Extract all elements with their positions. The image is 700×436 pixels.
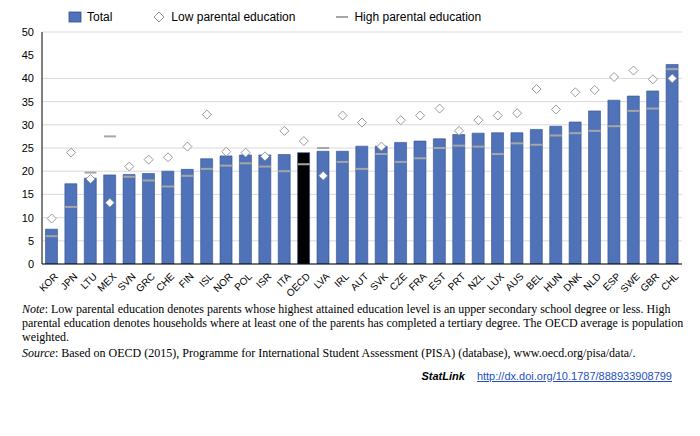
- svg-text:BEL: BEL: [524, 270, 545, 291]
- svg-text:KOR: KOR: [37, 271, 60, 294]
- svg-text:MEX: MEX: [95, 270, 118, 293]
- svg-text:30: 30: [22, 119, 34, 131]
- svg-text:POL: POL: [232, 270, 254, 292]
- svg-text:FRA: FRA: [407, 270, 429, 292]
- svg-text:0: 0: [28, 258, 34, 270]
- svg-text:LUX: LUX: [485, 270, 507, 292]
- svg-text:JPN: JPN: [58, 271, 79, 292]
- svg-text:LTU: LTU: [78, 271, 99, 292]
- svg-text:50: 50: [22, 26, 34, 38]
- html-text:http://dx.doi.org/10.1787/8889: http://dx.doi.org/10.1787/888933908799: [476, 370, 672, 382]
- svg-text:LVA: LVA: [312, 270, 332, 290]
- svg-text:35: 35: [22, 96, 34, 108]
- svg-text:ISL: ISL: [196, 270, 216, 290]
- svg-text:CHE: CHE: [154, 270, 177, 293]
- html-text:Source: Based on OECD (2015),: Source: Based on OECD (2015), Programme …: [22, 346, 636, 360]
- svg-text:HUN: HUN: [541, 271, 564, 294]
- svg-text:45: 45: [22, 49, 34, 61]
- svg-text:SVK: SVK: [368, 270, 390, 292]
- svg-text:AUS: AUS: [503, 270, 526, 293]
- svg-text:GRC: GRC: [134, 271, 158, 295]
- html-text:Total: Total: [87, 10, 113, 24]
- svg-text:20: 20: [22, 165, 34, 177]
- svg-text:5: 5: [28, 235, 34, 247]
- html-text:StatLink: StatLink: [421, 370, 465, 382]
- svg-text:15: 15: [22, 188, 34, 200]
- svg-text:GBR: GBR: [638, 271, 661, 294]
- svg-text:SWE: SWE: [618, 270, 642, 294]
- svg-text:ITA: ITA: [274, 270, 293, 289]
- svg-text:EST: EST: [426, 271, 448, 293]
- svg-text:NLD: NLD: [581, 271, 603, 293]
- svg-text:CZE: CZE: [387, 270, 409, 292]
- svg-text:NZL: NZL: [466, 270, 487, 291]
- svg-text:CHL: CHL: [659, 270, 681, 292]
- svg-text:OECD: OECD: [284, 271, 312, 298]
- html-text:Low parental education: Low parental education: [171, 10, 296, 24]
- svg-text:NOR: NOR: [211, 271, 235, 295]
- html-text:Note: Low parental education d: Note: Low parental education denotes par…: [22, 302, 684, 344]
- svg-text:ISR: ISR: [254, 271, 274, 291]
- svg-text:40: 40: [22, 72, 34, 84]
- svg-text:DNK: DNK: [561, 270, 584, 293]
- svg-text:FIN: FIN: [177, 271, 196, 290]
- html-text:High parental education: High parental education: [354, 10, 482, 24]
- svg-text:IRL: IRL: [332, 270, 351, 289]
- svg-text:PRT: PRT: [446, 271, 468, 293]
- svg-text:10: 10: [22, 212, 34, 224]
- svg-text:AUT: AUT: [349, 271, 371, 293]
- svg-text:SVN: SVN: [115, 271, 137, 293]
- svg-text:25: 25: [22, 142, 34, 154]
- svg-text:ESP: ESP: [600, 270, 623, 293]
